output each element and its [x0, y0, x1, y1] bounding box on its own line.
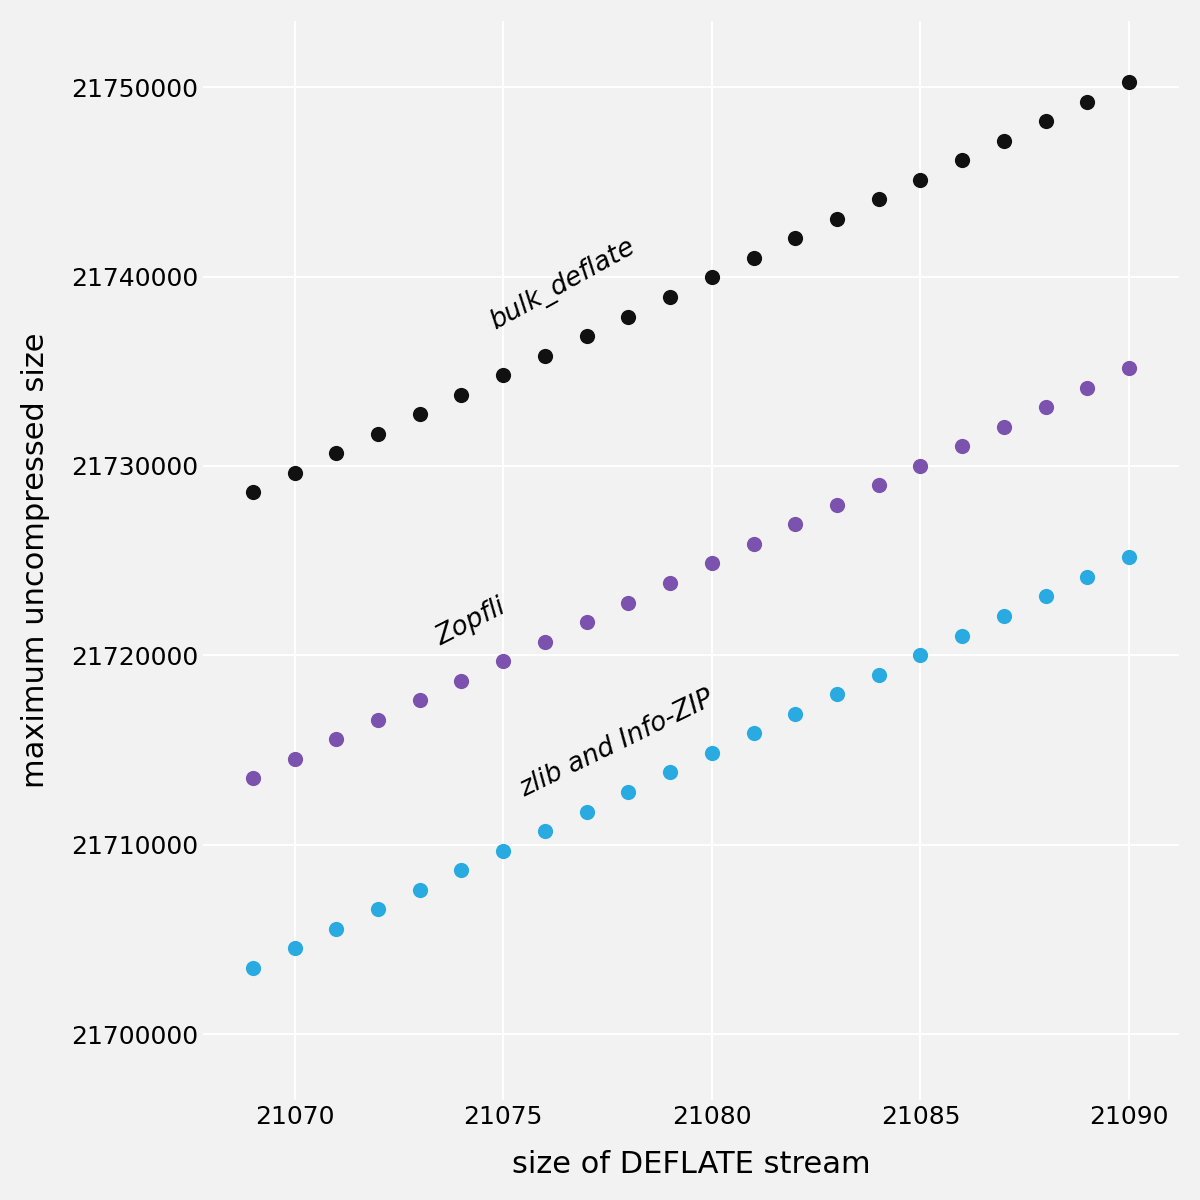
Point [1036, 112, 1055, 131]
Point [1078, 378, 1097, 397]
Point [535, 632, 554, 652]
Point [410, 404, 430, 424]
Point [493, 652, 512, 671]
Point [786, 229, 805, 248]
Y-axis label: maximum uncompressed size: maximum uncompressed size [20, 332, 50, 788]
Point [284, 749, 304, 768]
Point [619, 307, 638, 326]
Point [326, 730, 346, 749]
Point [452, 671, 472, 690]
Point [368, 900, 388, 919]
Point [410, 691, 430, 710]
Point [244, 482, 263, 502]
Point [995, 131, 1014, 150]
Point [786, 515, 805, 534]
Point [869, 665, 888, 684]
Point [493, 841, 512, 860]
Point [452, 385, 472, 404]
Point [535, 346, 554, 365]
Point [368, 710, 388, 730]
Point [368, 425, 388, 444]
Point [1036, 397, 1055, 416]
Point [660, 574, 679, 593]
Point [1036, 587, 1055, 606]
Point [660, 763, 679, 782]
Point [1078, 92, 1097, 112]
Point [828, 209, 847, 228]
Point [577, 612, 596, 631]
Point [1120, 547, 1139, 566]
Point [702, 268, 721, 287]
Point [953, 626, 972, 646]
Point [284, 463, 304, 482]
Point [744, 724, 763, 743]
Point [1120, 72, 1139, 91]
Point [869, 190, 888, 209]
Point [326, 919, 346, 938]
Point [244, 769, 263, 788]
Point [702, 554, 721, 574]
Point [869, 475, 888, 494]
Point [911, 170, 930, 190]
Point [660, 287, 679, 306]
Point [786, 704, 805, 724]
Point [577, 326, 596, 346]
Point [619, 782, 638, 802]
Point [535, 822, 554, 841]
Point [828, 496, 847, 515]
Text: zlib and Info-ZIP: zlib and Info-ZIP [515, 686, 718, 803]
Point [1120, 359, 1139, 378]
Point [410, 880, 430, 899]
Text: bulk_deflate: bulk_deflate [485, 234, 640, 335]
Point [953, 150, 972, 169]
Point [284, 938, 304, 958]
Point [493, 366, 512, 385]
Point [1078, 568, 1097, 587]
Point [744, 534, 763, 553]
Text: Zopfli: Zopfli [432, 594, 510, 652]
Point [828, 685, 847, 704]
Point [744, 248, 763, 268]
Point [326, 444, 346, 463]
X-axis label: size of DEFLATE stream: size of DEFLATE stream [511, 1150, 870, 1180]
Point [911, 456, 930, 475]
Point [953, 437, 972, 456]
Point [911, 646, 930, 665]
Point [619, 593, 638, 612]
Point [702, 743, 721, 762]
Point [244, 959, 263, 978]
Point [995, 418, 1014, 437]
Point [452, 860, 472, 880]
Point [995, 606, 1014, 625]
Point [577, 802, 596, 821]
